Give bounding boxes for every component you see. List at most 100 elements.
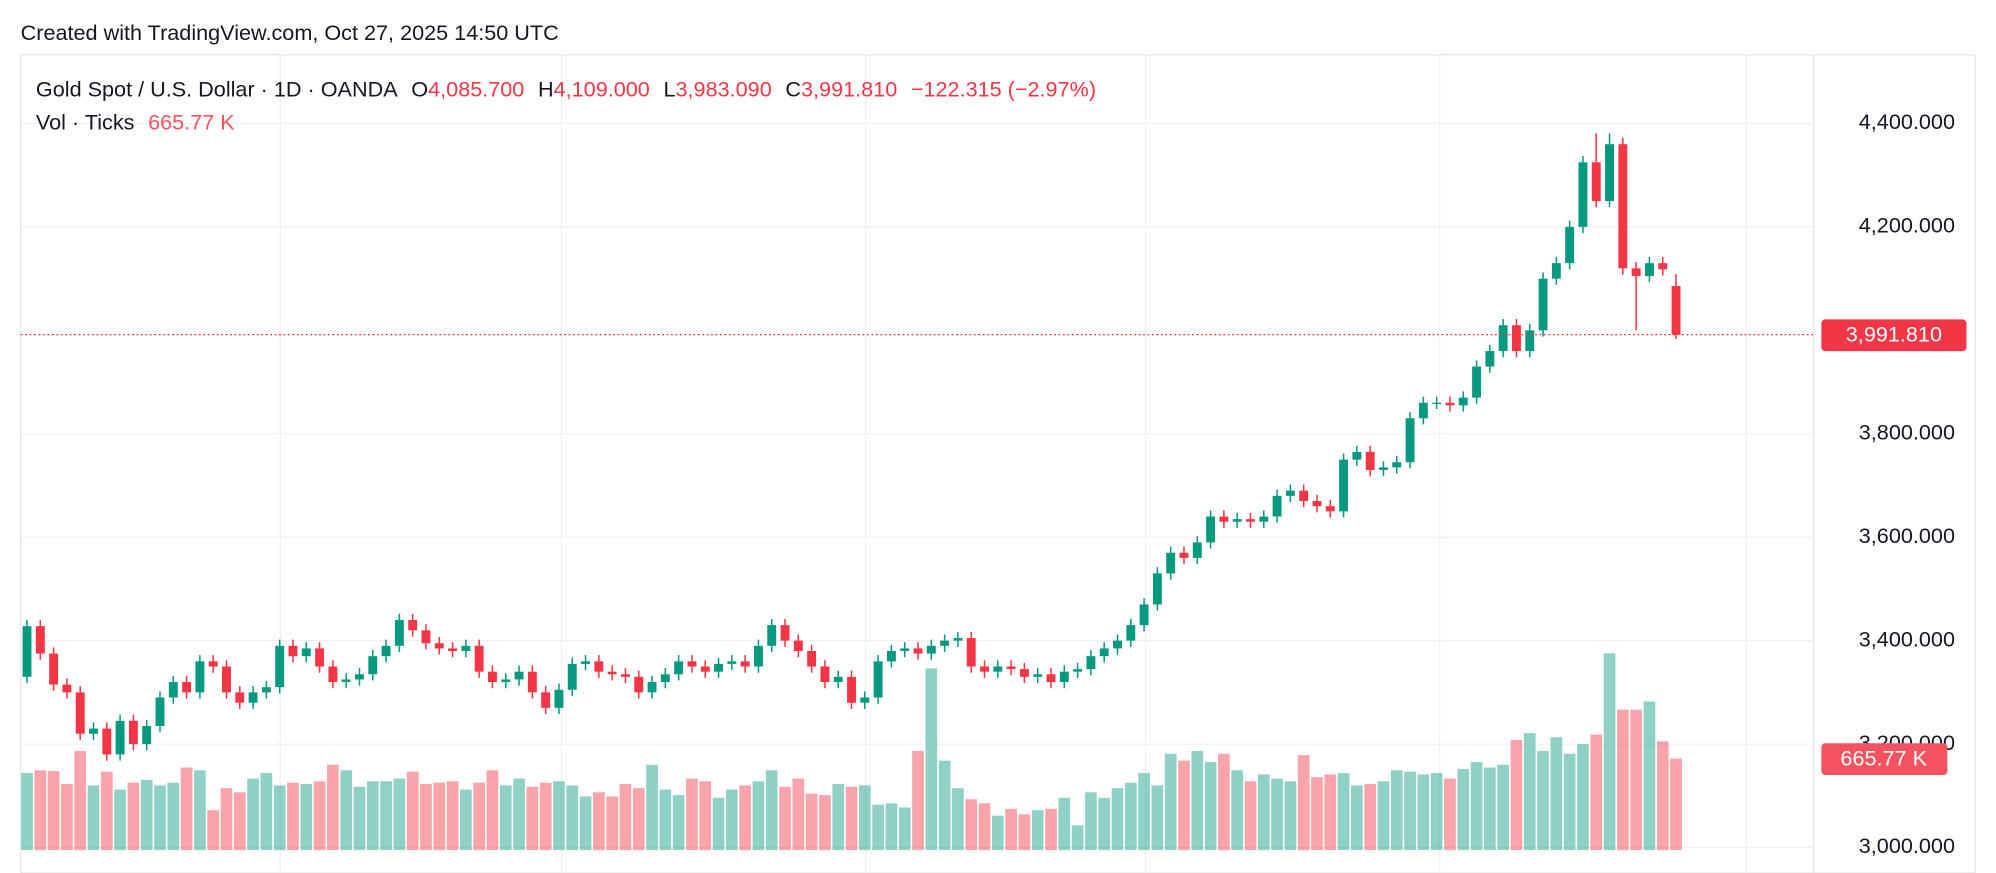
volume-bar — [912, 751, 924, 851]
candle-body — [1605, 144, 1614, 202]
volume-bar — [686, 778, 698, 851]
candle-body — [1126, 625, 1136, 641]
candle-body — [847, 676, 856, 703]
volume-bar — [1577, 744, 1589, 851]
candle-body — [833, 676, 843, 683]
volume-bar — [619, 784, 632, 851]
volume-bar — [712, 797, 725, 851]
volume-bar — [273, 785, 286, 851]
candle-body — [1658, 263, 1668, 270]
volume-bar — [380, 781, 392, 851]
volume-bar — [1643, 701, 1656, 851]
candle-body — [421, 630, 431, 644]
candle-body — [222, 666, 231, 693]
legend-key: C — [785, 76, 801, 101]
volume-bar — [819, 795, 831, 851]
volume-bar — [1390, 770, 1403, 851]
candle-body — [62, 684, 72, 693]
candle-body — [953, 638, 963, 641]
volume-bar — [433, 782, 446, 851]
candle-body — [793, 640, 803, 651]
candle-body — [1259, 516, 1269, 522]
volume-bar — [646, 764, 658, 851]
candle-body — [1578, 162, 1588, 227]
volume-bar — [1630, 709, 1642, 851]
volume-bar — [1191, 751, 1204, 851]
volume-bar — [1151, 785, 1164, 851]
volume-bar — [632, 788, 645, 851]
volume-bar — [765, 770, 778, 851]
candle-body — [355, 674, 364, 680]
volume-bar — [61, 784, 73, 851]
candle-body — [315, 648, 325, 667]
volume-bar — [513, 778, 525, 851]
candle-body — [488, 671, 497, 683]
volume-bar — [858, 785, 871, 851]
volume-bar — [499, 785, 512, 851]
volume-bar — [1337, 773, 1350, 851]
volume-bar — [885, 803, 898, 851]
candle-body — [328, 666, 338, 683]
candle-body — [1379, 467, 1388, 470]
volume-bar — [566, 785, 579, 851]
candle-body — [368, 656, 378, 675]
volume-bar — [1351, 785, 1363, 851]
volume-bar — [34, 770, 47, 851]
candle-body — [1525, 330, 1535, 352]
volume-bar — [1404, 771, 1416, 851]
volume-bar — [725, 789, 738, 851]
y-tick-label: 3,600.000 — [1859, 523, 1955, 548]
volume-bar — [845, 786, 858, 851]
candle-body — [1086, 656, 1096, 670]
volume-bar — [978, 803, 991, 851]
volume-bar — [47, 770, 60, 851]
candle-body — [527, 671, 537, 693]
volume-bar — [1058, 797, 1071, 851]
candle-body — [1033, 674, 1043, 677]
candle-body — [900, 648, 910, 651]
volume-bar — [114, 789, 126, 851]
volume-bar — [1085, 792, 1097, 851]
volume-bar — [1218, 753, 1230, 851]
legend: Gold Spot / U.S. Dollar · 1D · OANDA O4,… — [36, 76, 1096, 101]
volume-bar — [1484, 767, 1496, 851]
volume-bar — [1603, 653, 1616, 851]
volume-bar — [592, 792, 605, 851]
volume-bar — [340, 770, 353, 851]
candle-body — [1432, 402, 1442, 405]
y-tick-label: 3,400.000 — [1859, 626, 1955, 651]
candle-body — [49, 653, 59, 685]
last-volume-tag — [1821, 743, 1948, 776]
candle-body — [102, 728, 112, 755]
candle-body — [275, 645, 285, 688]
volume-bar — [1590, 734, 1603, 851]
volume-bars — [21, 653, 1682, 851]
candle-body — [22, 626, 32, 677]
pane-border — [20, 54, 1976, 873]
candle-body — [767, 625, 777, 646]
candle-body — [89, 728, 98, 734]
volume-bar — [300, 784, 313, 851]
candle-body — [1246, 519, 1255, 522]
symbol-title: Gold Spot / U.S. Dollar · 1D · OANDA — [36, 76, 398, 101]
candle-body — [607, 671, 617, 675]
volume-bar — [1045, 808, 1057, 851]
volume-bar — [606, 796, 619, 851]
y-tick-label: 4,200.000 — [1859, 213, 1955, 238]
volume-bar — [1231, 770, 1244, 851]
candle-body — [1152, 573, 1162, 605]
volume-bar — [220, 788, 233, 851]
volume-bar — [180, 767, 193, 851]
candle-body — [647, 682, 657, 693]
last-price-label: 3,991.810 — [1846, 322, 1942, 347]
candle-body — [182, 682, 192, 693]
candle-body — [1139, 604, 1149, 626]
legend-value: 3,983.090 — [676, 76, 772, 101]
volume-bar — [486, 770, 499, 851]
legend-change: −122.315 (−2.97%) — [911, 76, 1096, 101]
volume-bar — [1031, 810, 1044, 851]
legend-key: O — [411, 76, 428, 101]
volume-bar — [539, 782, 552, 851]
volume-bar — [194, 770, 206, 851]
